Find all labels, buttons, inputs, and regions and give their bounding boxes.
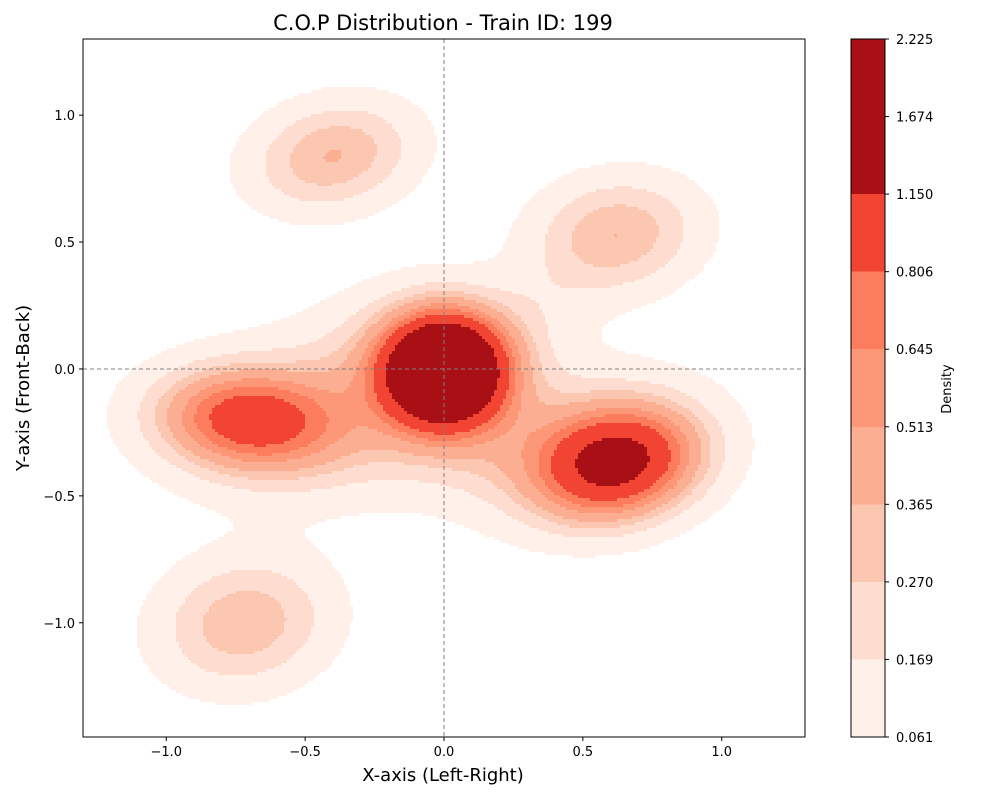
density-band-3 bbox=[155, 126, 710, 654]
colorbar-segment bbox=[851, 504, 885, 582]
density-contours bbox=[107, 87, 755, 705]
density-band-2 bbox=[137, 111, 725, 675]
y-axis-ticks: 1.0 0.5 0.0 −0.5 −1.0 bbox=[43, 109, 83, 632]
colorbar-frame bbox=[850, 38, 886, 738]
density-band-7 bbox=[209, 315, 671, 501]
y-axis-label: Y-axis (Front-Back) bbox=[13, 305, 34, 472]
colorbar-tick-label: 0.645 bbox=[896, 343, 933, 358]
reference-lines bbox=[83, 39, 805, 737]
y-tick-label: 1.0 bbox=[54, 109, 75, 124]
y-tick-label: −0.5 bbox=[43, 490, 75, 505]
colorbar-tick-label: 0.513 bbox=[896, 421, 933, 436]
colorbar-segment bbox=[851, 349, 885, 427]
x-tick-label: 1.0 bbox=[711, 745, 732, 760]
colorbar-segment bbox=[851, 581, 885, 660]
colorbar-segment bbox=[851, 271, 885, 350]
colorbar-segment bbox=[851, 194, 885, 272]
density-band-9 bbox=[401, 333, 485, 411]
colorbar-tick-label: 0.169 bbox=[896, 653, 933, 668]
chart-title: C.O.P Distribution - Train ID: 199 bbox=[273, 11, 613, 35]
colorbar-tick-label: 0.365 bbox=[896, 498, 933, 513]
density-band-4 bbox=[167, 150, 701, 522]
density-band-8 bbox=[386, 324, 650, 486]
y-tick-label: −1.0 bbox=[43, 617, 75, 632]
x-tick-label: −1.0 bbox=[151, 745, 183, 760]
colorbar: 0.061 0.169 0.270 0.365 0.513 0.645 0.806 1.150… bbox=[850, 33, 933, 746]
colorbar-segment bbox=[851, 659, 885, 737]
colorbar-tick-label: 2.225 bbox=[896, 33, 933, 48]
density-band-1 bbox=[107, 87, 755, 705]
colorbar-segment bbox=[851, 116, 885, 195]
x-tick-label: −0.5 bbox=[289, 745, 321, 760]
x-axis-label: X-axis (Left-Right) bbox=[362, 765, 524, 786]
x-tick-label: 0.0 bbox=[434, 745, 455, 760]
colorbar-segment bbox=[851, 39, 885, 117]
colorbar-segment bbox=[851, 426, 885, 505]
y-tick-label: 0.0 bbox=[54, 363, 75, 378]
colorbar-tick-label: 0.806 bbox=[896, 266, 933, 281]
colorbar-tick-label: 1.674 bbox=[896, 111, 933, 126]
colorbar-label: Density bbox=[940, 364, 955, 414]
colorbar-tick-label: 1.150 bbox=[896, 188, 933, 203]
x-axis-ticks: −1.0 −0.5 0.0 0.5 1.0 bbox=[151, 737, 732, 760]
colorbar-tick-label: 0.061 bbox=[896, 731, 933, 746]
colorbar-tick-label: 0.270 bbox=[896, 576, 933, 591]
x-tick-label: 0.5 bbox=[573, 745, 594, 760]
y-tick-label: 0.5 bbox=[54, 236, 75, 251]
